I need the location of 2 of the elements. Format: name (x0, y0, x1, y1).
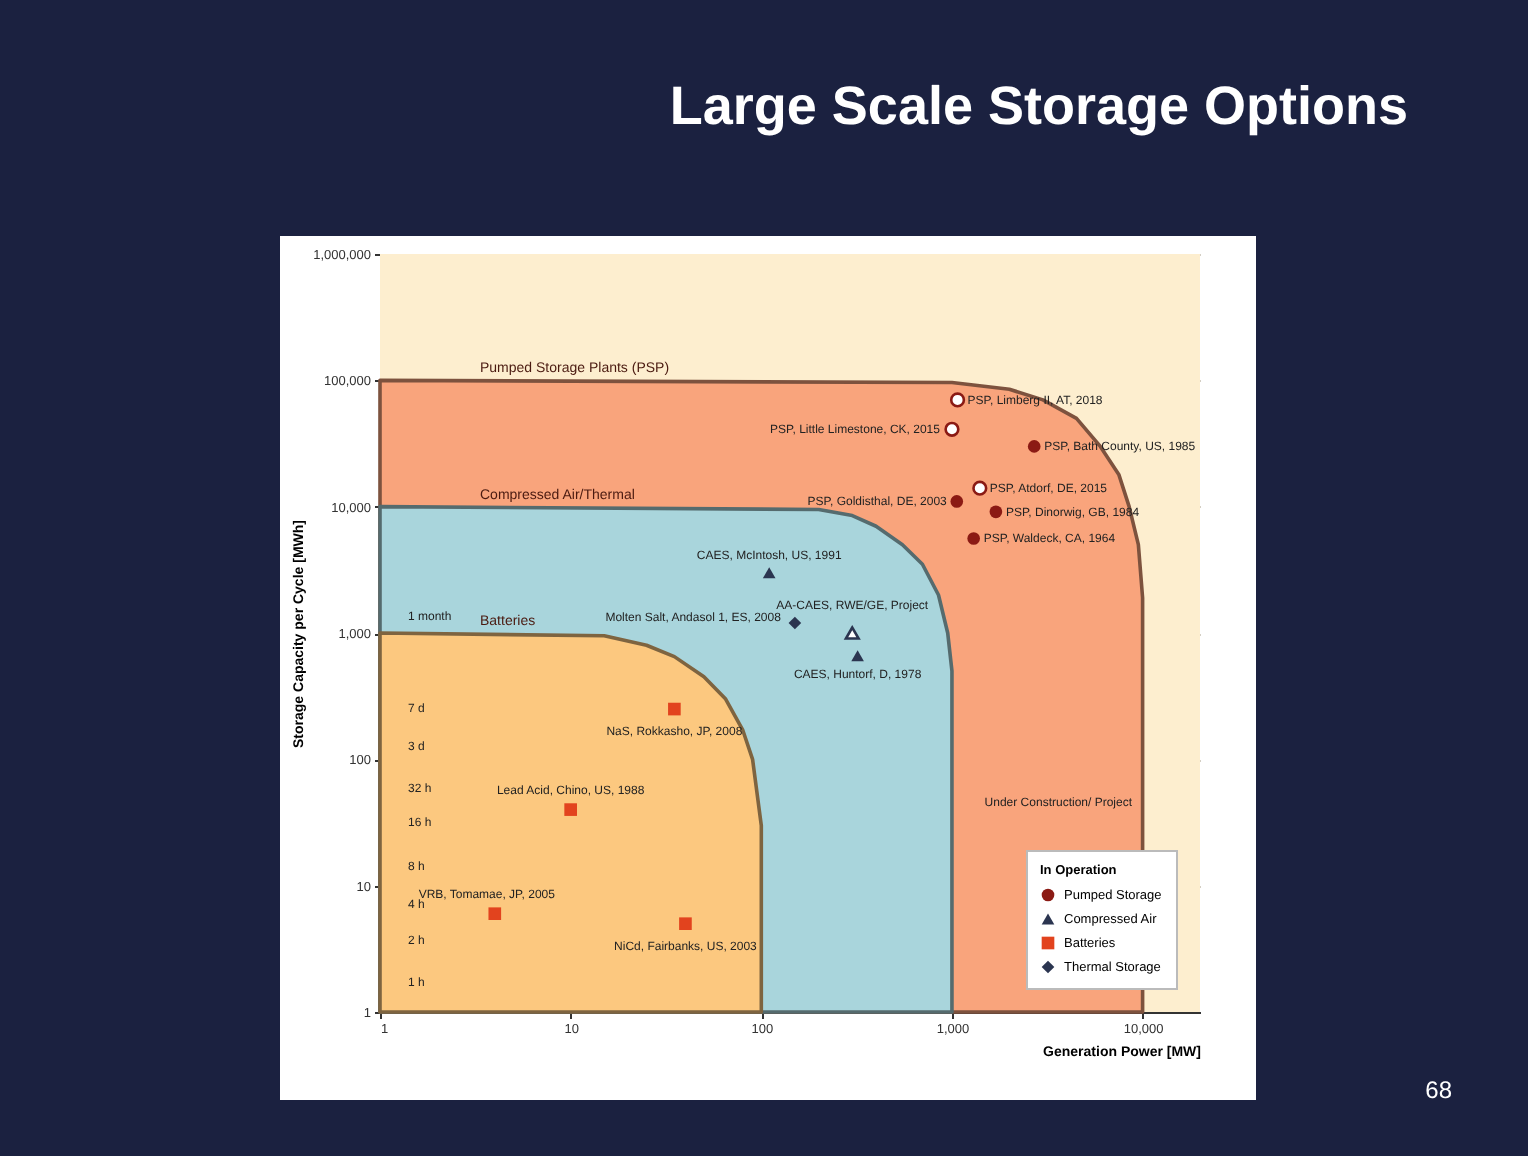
chart-title: Large Scale Storage Options (669, 76, 1408, 138)
text: 68 (1425, 1076, 1452, 1104)
